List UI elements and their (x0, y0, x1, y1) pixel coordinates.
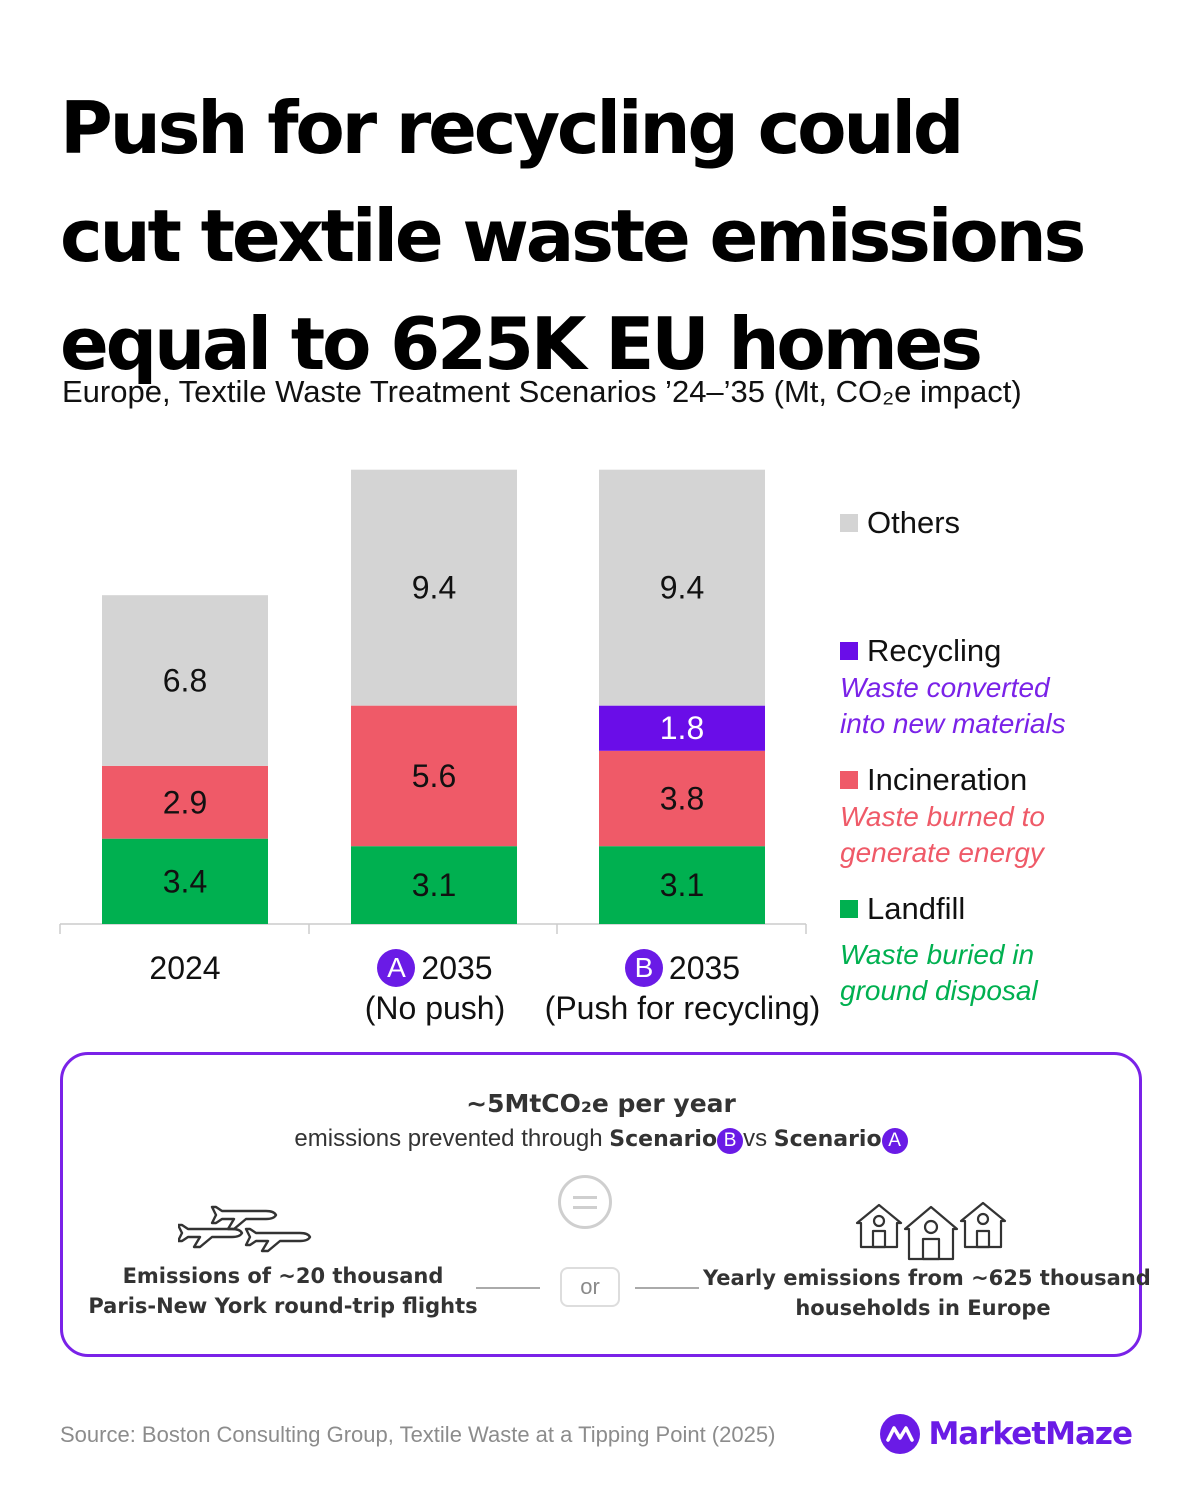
flights-equivalent-text: Emissions of ~20 thousand Paris-New York… (63, 1261, 503, 1321)
data-label-incineration: 2.9 (163, 784, 207, 820)
data-label-others: 9.4 (660, 570, 704, 606)
legend-desc-line: into new materials (840, 708, 1066, 739)
legend-description: Waste buried in ground disposal (840, 937, 1038, 1009)
data-label-landfill: 3.4 (163, 863, 207, 899)
title-line: equal to 625K EU homes (60, 302, 983, 386)
legend-swatch-landfill (840, 900, 858, 918)
legend-desc-line: generate energy (840, 837, 1044, 868)
equals-icon (558, 1175, 612, 1229)
callout-box: ~5MtCO₂e per year emissions prevented th… (60, 1052, 1151, 1357)
airplanes-icon (178, 1205, 312, 1253)
legend-desc-line: ground disposal (840, 975, 1038, 1006)
legend-swatch-recycling (840, 642, 858, 660)
page-title: Push for recycling could cut textile was… (60, 74, 1200, 398)
legend-swatch-others (840, 514, 858, 532)
legend-item-recycling: Recycling Waste converted into new mater… (840, 633, 1066, 742)
data-label-recycling: 1.8 (660, 710, 704, 746)
bar-segment-others (599, 469, 765, 706)
category-year: 2035 (668, 950, 741, 986)
legend-label: Landfill (867, 891, 966, 926)
legend-description: Waste converted into new materials (840, 670, 1066, 742)
callout-headline: ~5MtCO₂e per year (466, 1089, 736, 1118)
callout-vs: vs (743, 1125, 768, 1152)
legend-desc-line: Waste buried in (840, 939, 1035, 970)
bar-segment-incineration (102, 765, 268, 839)
bar-segment-landfill (351, 846, 517, 924)
scenario-word: Scenario (773, 1127, 882, 1152)
marketmaze-logo-icon (880, 1414, 920, 1454)
title-line: Push for recycling could (60, 86, 964, 170)
divider-line (635, 1287, 699, 1289)
category-note: (Push for recycling) (544, 990, 821, 1026)
legend-description: Waste burned to generate energy (840, 799, 1045, 871)
households-equivalent-text: Yearly emissions from ~625 thousand hous… (703, 1263, 1151, 1323)
data-label-others: 6.8 (163, 663, 207, 699)
title-line: cut textile waste emissions (60, 194, 1086, 278)
bar-segment-others (102, 595, 268, 766)
category-note: (No push) (364, 990, 506, 1026)
chart-subtitle: Europe, Textile Waste Treatment Scenario… (62, 374, 1022, 409)
stacked-bar-chart: 3.4 2.9 6.8 3.1 5.6 9.4 3.1 3.8 1.8 9.4 (59, 469, 807, 934)
bar-segment-landfill (599, 846, 765, 924)
scenario-badge-b: B (624, 949, 663, 987)
households-text-line: Yearly emissions from ~625 thousand (703, 1266, 1151, 1290)
flights-text-line: Paris-New York round-trip flights (88, 1294, 478, 1318)
scenario-badge-a: A (377, 949, 416, 987)
data-label-incineration: 5.6 (412, 758, 456, 794)
legend-swatch-incineration (840, 771, 858, 789)
category-year: 2035 (421, 950, 493, 986)
legend-desc-line: Waste converted (840, 672, 1050, 703)
category-label-scenario-b: B 2035 (Push for recycling) (540, 948, 825, 1028)
data-label-others: 9.4 (412, 570, 456, 606)
scenario-badge-b: B (717, 1128, 744, 1154)
or-label: or (560, 1267, 620, 1307)
data-label-landfill: 3.1 (660, 867, 704, 903)
bar-segment-incineration (599, 750, 765, 847)
brand-name: MarketMaze (928, 1416, 1133, 1452)
data-label-landfill: 3.1 (412, 867, 456, 903)
category-label-scenario-a: A 2035 (No push) (320, 948, 550, 1028)
bar-segment-incineration (351, 705, 517, 847)
brand-logo: MarketMaze (880, 1414, 1133, 1458)
divider-line (476, 1287, 540, 1289)
legend-desc-line: Waste burned to (840, 801, 1045, 832)
scenario-word: Scenario (609, 1127, 718, 1152)
category-year: 2024 (149, 950, 221, 986)
bar-segment-recycling (599, 705, 765, 751)
legend-label: Others (867, 505, 961, 540)
legend-item-landfill: Landfill Waste buried in ground disposal (840, 891, 1038, 1009)
households-text-line: households in Europe (795, 1296, 1051, 1320)
bar-segment-landfill (102, 838, 268, 924)
source-note: Source: Boston Consulting Group, Textile… (60, 1422, 776, 1447)
houses-icon (855, 1201, 1007, 1261)
legend-item-incineration: Incineration Waste burned to generate en… (840, 762, 1045, 871)
bar-segment-others (351, 469, 517, 706)
legend-item-others: Others (840, 505, 960, 541)
category-label-2024: 2024 (100, 948, 270, 988)
callout-subline-text: emissions prevented through (294, 1125, 603, 1152)
legend-label: Recycling (867, 633, 1002, 668)
scenario-badge-a: A (881, 1128, 908, 1154)
flights-text-line: Emissions of ~20 thousand (122, 1264, 444, 1288)
legend-label: Incineration (867, 762, 1028, 797)
data-label-incineration: 3.8 (660, 781, 704, 817)
